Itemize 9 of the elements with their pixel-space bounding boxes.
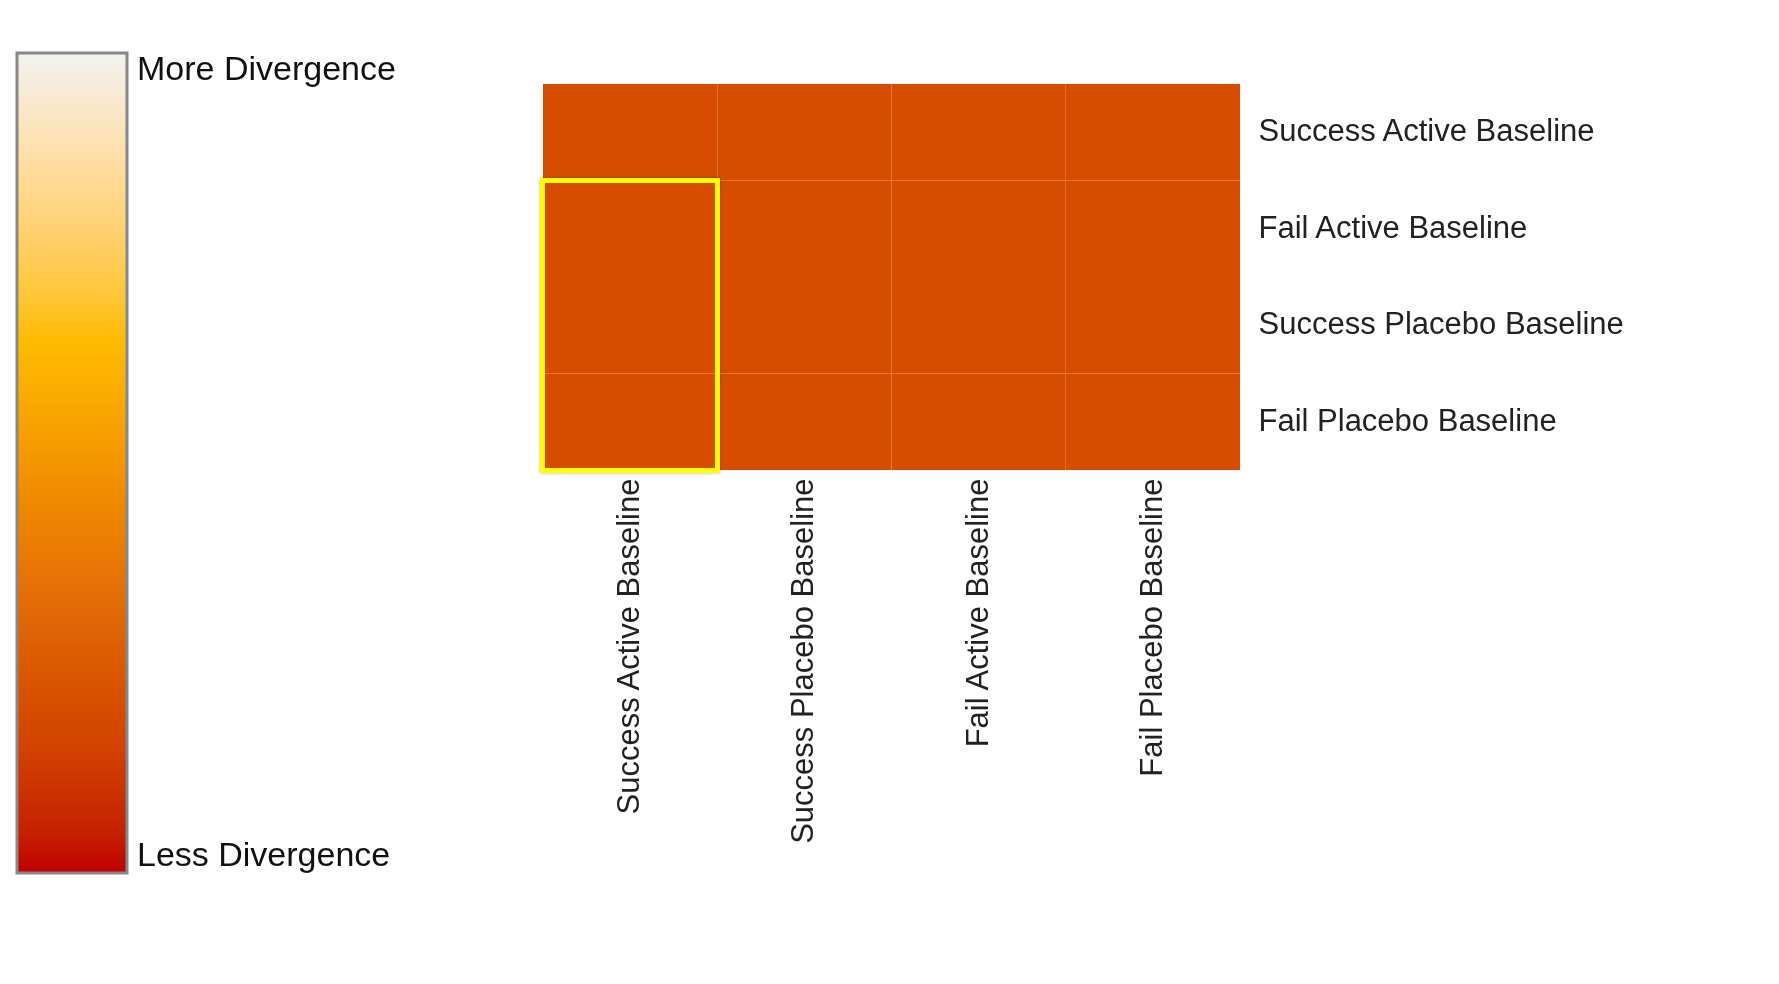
x-tick-label: Fail Active Baseline [959,478,995,748]
y-tick-label: Fail Placebo Baseline [1258,402,1557,438]
color-bar-label: Less Divergence [137,835,391,873]
y-tick-label: Success Active Baseline [1258,113,1595,149]
x-tick-label: Success Placebo Baseline [785,478,821,844]
y-tick-label: Fail Active Baseline [1258,209,1528,245]
x-tick-label: Success Active Baseline [611,478,647,815]
y-tick-label: Success Placebo Baseline [1258,306,1624,342]
color-bar-label: More Divergence [137,49,396,87]
